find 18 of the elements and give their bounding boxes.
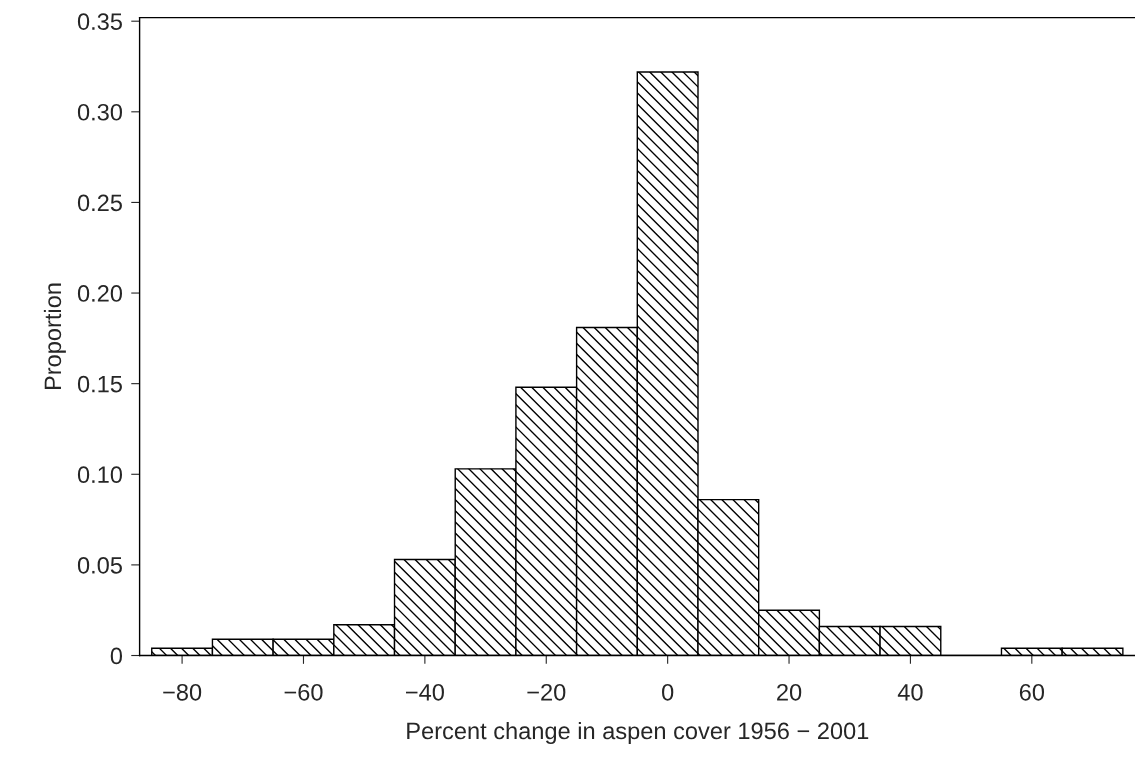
y-tick-label: 0 [110,647,123,665]
x-tick-label: 40 [897,683,923,701]
y-tick-label: 0.20 [77,285,123,302]
x-tick-label: −20 [527,683,566,701]
x-tick-label: −60 [284,683,323,701]
x-tick-label: 0 [662,683,674,701]
x-axis-title: Percent change in aspen cover 1956 − 2001 [407,721,869,744]
y-tick-label: 0.35 [77,13,122,30]
x-tick-label: −40 [406,683,444,701]
y-tick-label: 0.05 [77,556,122,574]
y-tick-label: 0.30 [77,103,123,121]
y-tick-label: 0.10 [77,466,123,484]
x-tick-label: 20 [777,683,802,701]
y-tick-label: 0.15 [77,375,122,393]
y-axis-title: Proportion [43,283,66,390]
x-tick-label: −80 [163,683,202,701]
x-tick-label: 60 [1019,683,1045,701]
y-tick-label: 0.25 [77,194,122,212]
